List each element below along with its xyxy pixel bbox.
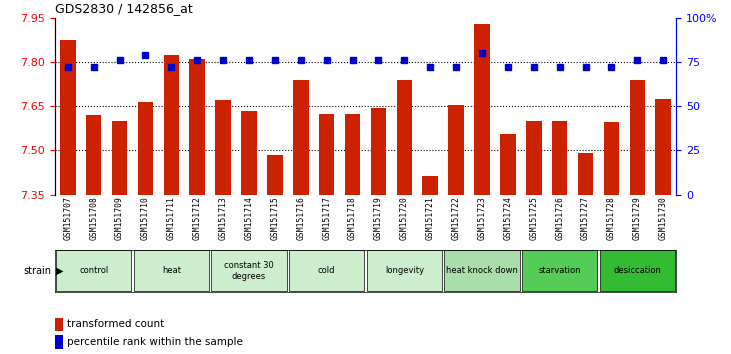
Bar xyxy=(423,176,438,195)
Text: GSM151723: GSM151723 xyxy=(477,196,487,240)
Bar xyxy=(526,121,542,195)
Text: starvation: starvation xyxy=(539,266,581,275)
Text: constant 30
degrees: constant 30 degrees xyxy=(224,261,274,280)
Text: transformed count: transformed count xyxy=(67,319,164,329)
Text: GSM151714: GSM151714 xyxy=(244,196,254,240)
Bar xyxy=(86,115,102,195)
Bar xyxy=(629,80,645,195)
Bar xyxy=(137,102,154,195)
Text: cold: cold xyxy=(318,266,336,275)
Bar xyxy=(164,55,179,195)
Text: heat: heat xyxy=(162,266,181,275)
Text: GSM151711: GSM151711 xyxy=(167,196,176,240)
Bar xyxy=(134,250,209,291)
Text: GDS2830 / 142856_at: GDS2830 / 142856_at xyxy=(55,2,192,15)
Bar xyxy=(289,250,364,291)
Bar xyxy=(216,100,231,195)
Text: GSM151708: GSM151708 xyxy=(89,196,98,240)
Bar xyxy=(345,114,360,195)
Bar xyxy=(396,80,412,195)
Text: GSM151712: GSM151712 xyxy=(193,196,202,240)
Text: ▶: ▶ xyxy=(56,266,63,276)
Text: control: control xyxy=(79,266,108,275)
Bar xyxy=(60,40,75,195)
Bar xyxy=(552,121,567,195)
Text: heat knock down: heat knock down xyxy=(446,266,518,275)
Bar xyxy=(604,122,619,195)
Bar xyxy=(474,24,490,195)
Bar xyxy=(448,105,464,195)
Bar xyxy=(444,250,520,291)
Bar xyxy=(522,250,597,291)
Text: GSM151730: GSM151730 xyxy=(659,196,667,240)
Bar xyxy=(577,153,594,195)
Text: percentile rank within the sample: percentile rank within the sample xyxy=(67,337,243,347)
Text: GSM151721: GSM151721 xyxy=(425,196,435,240)
Bar xyxy=(319,114,334,195)
Text: GSM151717: GSM151717 xyxy=(322,196,331,240)
Text: GSM151728: GSM151728 xyxy=(607,196,616,240)
Text: GSM151709: GSM151709 xyxy=(115,196,124,240)
Text: GSM151716: GSM151716 xyxy=(296,196,306,240)
Bar xyxy=(267,155,283,195)
Text: GSM151724: GSM151724 xyxy=(504,196,512,240)
Text: GSM151727: GSM151727 xyxy=(581,196,590,240)
Bar xyxy=(211,250,287,291)
Bar xyxy=(112,121,127,195)
Bar xyxy=(55,318,63,331)
Bar xyxy=(293,80,308,195)
Bar xyxy=(367,250,442,291)
Bar xyxy=(56,250,131,291)
Text: GSM151715: GSM151715 xyxy=(270,196,279,240)
Text: GSM151707: GSM151707 xyxy=(64,196,72,240)
Bar xyxy=(500,134,515,195)
Text: GSM151726: GSM151726 xyxy=(555,196,564,240)
Text: desiccation: desiccation xyxy=(613,266,662,275)
Text: GSM151718: GSM151718 xyxy=(348,196,357,240)
Text: strain: strain xyxy=(23,266,51,276)
Bar xyxy=(656,99,671,195)
Text: GSM151719: GSM151719 xyxy=(374,196,383,240)
Bar xyxy=(241,111,257,195)
Bar xyxy=(600,250,675,291)
Bar xyxy=(55,335,63,349)
Text: GSM151720: GSM151720 xyxy=(400,196,409,240)
Text: longevity: longevity xyxy=(385,266,424,275)
Text: GSM151725: GSM151725 xyxy=(529,196,538,240)
Text: GSM151713: GSM151713 xyxy=(219,196,227,240)
Bar xyxy=(189,59,205,195)
Text: GSM151722: GSM151722 xyxy=(452,196,461,240)
Text: GSM151729: GSM151729 xyxy=(633,196,642,240)
Text: GSM151710: GSM151710 xyxy=(141,196,150,240)
Bar xyxy=(371,108,386,195)
